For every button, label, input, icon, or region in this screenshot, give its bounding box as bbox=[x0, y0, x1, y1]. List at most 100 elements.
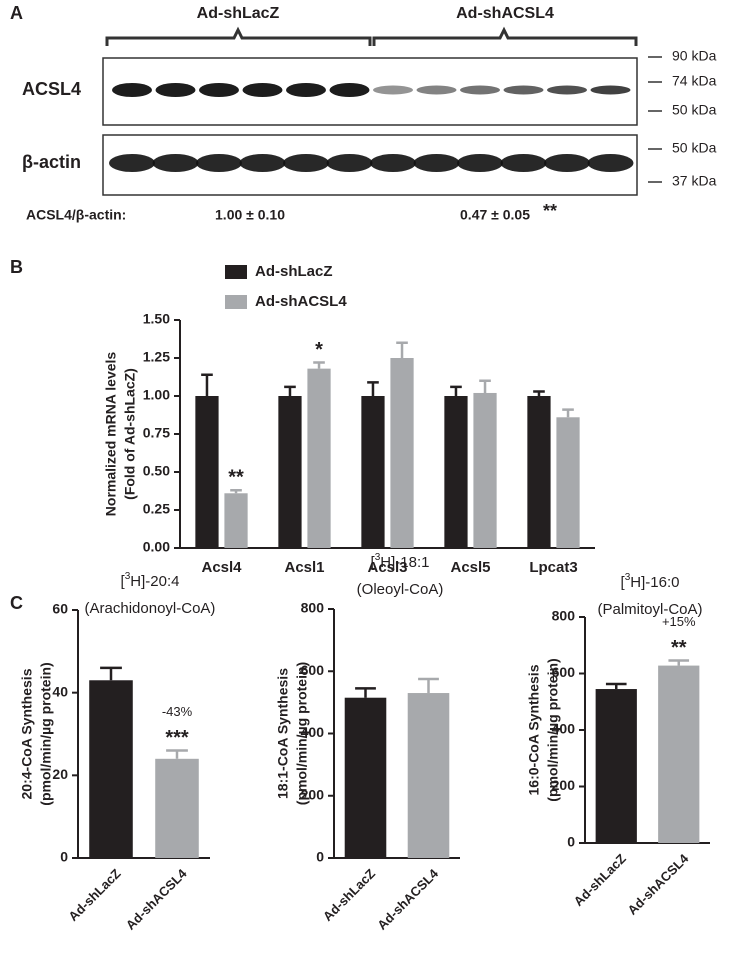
y-tick-label: 0.50 bbox=[143, 463, 170, 479]
band bbox=[587, 154, 634, 172]
band bbox=[152, 154, 199, 172]
chart-title: (Arachidonoyl-CoA) bbox=[85, 600, 216, 617]
error-bar bbox=[396, 341, 408, 358]
x-tick-label: Acsl1 bbox=[284, 559, 324, 576]
ratio-label: ACSL4/β-actin: bbox=[26, 207, 126, 223]
bar bbox=[595, 689, 637, 843]
error-bar bbox=[479, 379, 491, 393]
y-tick-label: 600 bbox=[552, 664, 576, 680]
title-part: [ bbox=[371, 554, 376, 571]
bar bbox=[556, 417, 580, 548]
error-bar bbox=[100, 666, 122, 681]
title-sup: 3 bbox=[625, 572, 631, 583]
error-bar bbox=[230, 488, 242, 494]
marker-label: 90 kDa bbox=[672, 48, 717, 64]
bar bbox=[278, 396, 302, 548]
bar bbox=[344, 697, 387, 858]
y-tick-label: 0.75 bbox=[143, 425, 170, 441]
x-tick-label: Ad-shACSL4 bbox=[374, 865, 441, 932]
ratio-value: 1.00 ± 0.10 bbox=[215, 207, 285, 223]
significance: *** bbox=[165, 727, 189, 749]
y-axis-label: 16:0-CoA Synthesis bbox=[526, 664, 542, 795]
chart-title: [3H]-18:1 bbox=[371, 552, 430, 571]
error-bar bbox=[418, 677, 439, 694]
y-axis-label: (Fold of Ad-shLacZ) bbox=[122, 368, 138, 500]
blot-label: β-actin bbox=[22, 152, 81, 172]
band bbox=[242, 83, 283, 97]
x-tick-label: Ad-shLacZ bbox=[320, 866, 378, 924]
band bbox=[155, 83, 196, 97]
band bbox=[326, 154, 373, 172]
y-tick-label: 1.00 bbox=[143, 387, 170, 403]
y-tick-label: 40 bbox=[52, 683, 68, 699]
y-tick-label: 20 bbox=[52, 766, 68, 782]
band bbox=[373, 85, 413, 95]
band bbox=[500, 154, 547, 172]
x-tick-label: Lpcat3 bbox=[529, 559, 577, 576]
band bbox=[196, 154, 242, 172]
legend-label: Ad-shLacZ bbox=[255, 263, 333, 280]
bar bbox=[155, 758, 199, 858]
band bbox=[457, 154, 503, 172]
error-bar bbox=[668, 659, 690, 666]
y-axis-label: 18:1-CoA Synthesis bbox=[275, 668, 291, 799]
percent-label: +15% bbox=[662, 614, 696, 629]
bar bbox=[89, 680, 133, 858]
significance: * bbox=[315, 339, 323, 361]
title-sup: 3 bbox=[125, 571, 131, 582]
marker-label: 50 kDa bbox=[672, 102, 717, 118]
bracket bbox=[105, 26, 372, 46]
bar bbox=[407, 693, 450, 858]
x-tick-label: Ad-shLacZ bbox=[571, 851, 629, 909]
title-part: [ bbox=[621, 574, 626, 591]
error-bar bbox=[562, 408, 574, 418]
y-tick-label: 400 bbox=[552, 721, 576, 737]
bar bbox=[658, 665, 700, 843]
chart-title: [3H]-20:4 bbox=[121, 571, 180, 590]
y-tick-label: 1.50 bbox=[143, 311, 170, 327]
y-tick-label: 0.00 bbox=[143, 539, 170, 555]
y-tick-label: 0 bbox=[60, 849, 68, 865]
band bbox=[286, 83, 326, 97]
significance: ** bbox=[671, 637, 687, 659]
error-bar bbox=[313, 361, 325, 369]
panel-letter: A bbox=[10, 3, 23, 23]
x-tick-label: Ad-shACSL4 bbox=[625, 850, 692, 917]
error-bar bbox=[201, 373, 213, 396]
error-bar bbox=[450, 385, 462, 396]
y-axis-label: (pmol/min/µg protein) bbox=[38, 662, 54, 805]
bar bbox=[390, 358, 414, 548]
bar bbox=[473, 392, 497, 548]
y-tick-label: 400 bbox=[301, 724, 325, 740]
legend-swatch bbox=[225, 265, 247, 279]
chart-title: [3H]-16:0 bbox=[621, 572, 680, 591]
blot-label: ACSL4 bbox=[22, 79, 81, 99]
band bbox=[283, 154, 329, 172]
y-tick-label: 200 bbox=[301, 786, 325, 802]
panel-letter: C bbox=[10, 593, 23, 613]
error-bar bbox=[166, 749, 188, 759]
band bbox=[413, 154, 460, 172]
y-tick-label: 0.25 bbox=[143, 501, 170, 517]
y-tick-label: 0 bbox=[316, 849, 324, 865]
title-sup: 3 bbox=[375, 552, 381, 563]
y-axis-label: (pmol/min/µg protein) bbox=[545, 658, 561, 801]
x-tick-label: Acsl3 bbox=[367, 559, 407, 576]
x-tick-label: Ad-shACSL4 bbox=[123, 865, 190, 932]
y-axis-label: (pmol/min/µg protein) bbox=[294, 662, 310, 805]
significance: ** bbox=[543, 201, 557, 221]
y-tick-label: 60 bbox=[52, 601, 68, 617]
bar bbox=[361, 396, 385, 548]
blot-bands bbox=[109, 83, 634, 172]
band bbox=[416, 85, 457, 95]
y-tick-label: 800 bbox=[301, 600, 325, 616]
bar bbox=[224, 493, 248, 548]
bar bbox=[307, 368, 331, 548]
legend-label: Ad-shACSL4 bbox=[255, 293, 347, 310]
y-axis-label: 20:4-CoA Synthesis bbox=[19, 668, 35, 799]
bar bbox=[444, 396, 468, 548]
ratio-value: 0.47 ± 0.05 bbox=[460, 207, 530, 223]
band bbox=[460, 85, 500, 95]
band bbox=[370, 154, 416, 172]
